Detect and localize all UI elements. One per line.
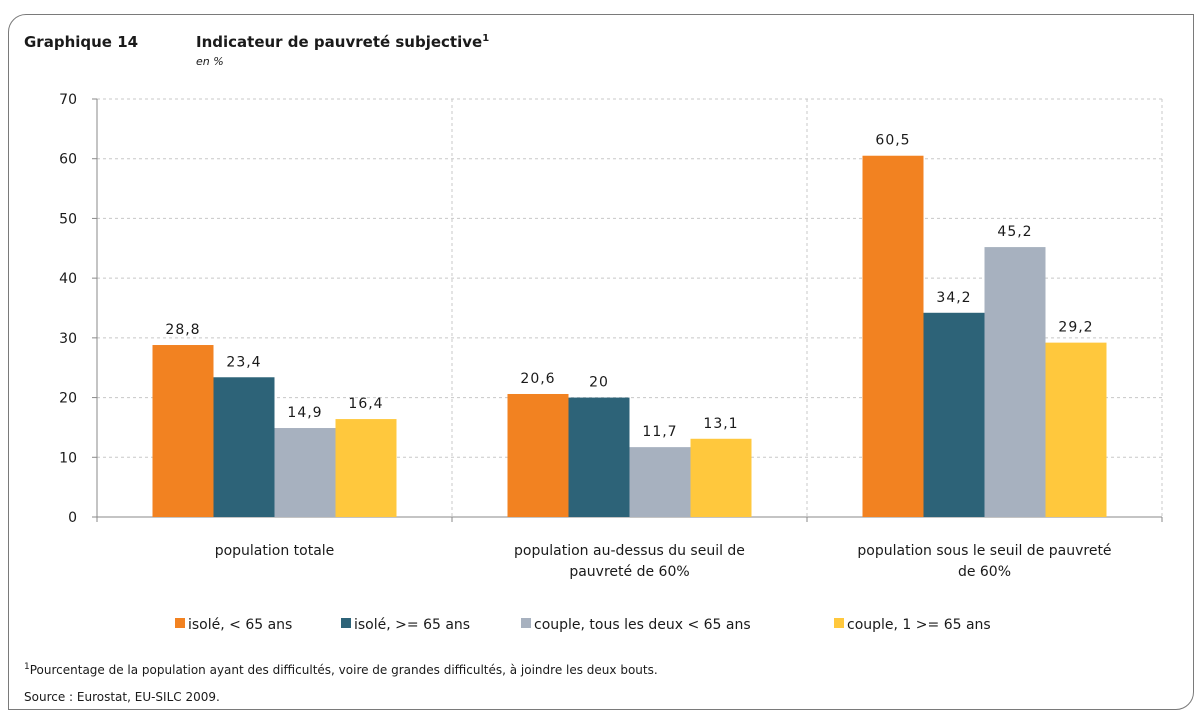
- data-label: 20: [589, 375, 609, 391]
- y-tick-label: 0: [68, 510, 77, 526]
- y-tick-label: 30: [59, 331, 77, 347]
- bar: [152, 345, 214, 517]
- footnote-text: Pourcentage de la population ayant des d…: [29, 663, 658, 677]
- bar: [1045, 342, 1107, 517]
- footnote: 1Pourcentage de la population ayant des …: [24, 662, 658, 677]
- figure-number: Graphique 14: [24, 33, 139, 51]
- bar: [690, 438, 752, 517]
- legend-swatch: [834, 618, 844, 628]
- y-tick-label: 60: [59, 152, 77, 168]
- legend-label: isolé, < 65 ans: [188, 617, 292, 633]
- bar: [507, 393, 569, 517]
- legend-label: isolé, >= 65 ans: [354, 617, 470, 633]
- bar: [274, 428, 336, 517]
- bar: [923, 312, 985, 517]
- y-tick-label: 70: [59, 92, 77, 108]
- y-tick-label: 20: [59, 391, 77, 407]
- figure-frame: [8, 14, 1194, 710]
- legend-label: couple, tous les deux < 65 ans: [534, 617, 751, 633]
- category-label: pauvreté de 60%: [569, 564, 689, 580]
- bar: [213, 377, 275, 517]
- data-label: 20,6: [520, 371, 555, 387]
- title-footnote-ref: 1: [482, 33, 490, 44]
- bar: [568, 397, 630, 517]
- y-tick-label: 40: [59, 271, 77, 287]
- data-label: 14,9: [287, 405, 322, 421]
- bar: [335, 419, 397, 517]
- category-label: population totale: [215, 543, 335, 559]
- category-label: population sous le seuil de pauvreté: [857, 543, 1111, 559]
- legend-swatch: [521, 618, 531, 628]
- data-label: 23,4: [226, 354, 261, 370]
- chart-unit: en %: [196, 55, 224, 68]
- data-label: 45,2: [997, 224, 1032, 240]
- chart-title: Indicateur de pauvreté subjective1: [196, 33, 489, 51]
- bar: [984, 247, 1046, 517]
- footnote-ref: 1: [24, 662, 30, 672]
- legend-label: couple, 1 >= 65 ans: [847, 617, 991, 633]
- data-label: 16,4: [348, 396, 383, 412]
- data-label: 29,2: [1058, 320, 1093, 336]
- bar: [862, 155, 924, 517]
- chart-title-text: Indicateur de pauvreté subjective: [196, 33, 483, 51]
- data-label: 11,7: [642, 424, 677, 440]
- y-tick-label: 50: [59, 211, 77, 227]
- source-note: Source : Eurostat, EU-SILC 2009.: [24, 690, 220, 704]
- legend-swatch: [341, 618, 351, 628]
- y-tick-label: 10: [59, 450, 77, 466]
- category-label: de 60%: [958, 564, 1011, 580]
- data-label: 28,8: [165, 322, 200, 338]
- data-label: 13,1: [703, 416, 738, 432]
- legend-swatch: [175, 618, 185, 628]
- bar: [629, 447, 691, 517]
- data-label: 60,5: [875, 133, 910, 149]
- category-label: population au-dessus du seuil de: [514, 543, 745, 559]
- data-label: 34,2: [936, 290, 971, 306]
